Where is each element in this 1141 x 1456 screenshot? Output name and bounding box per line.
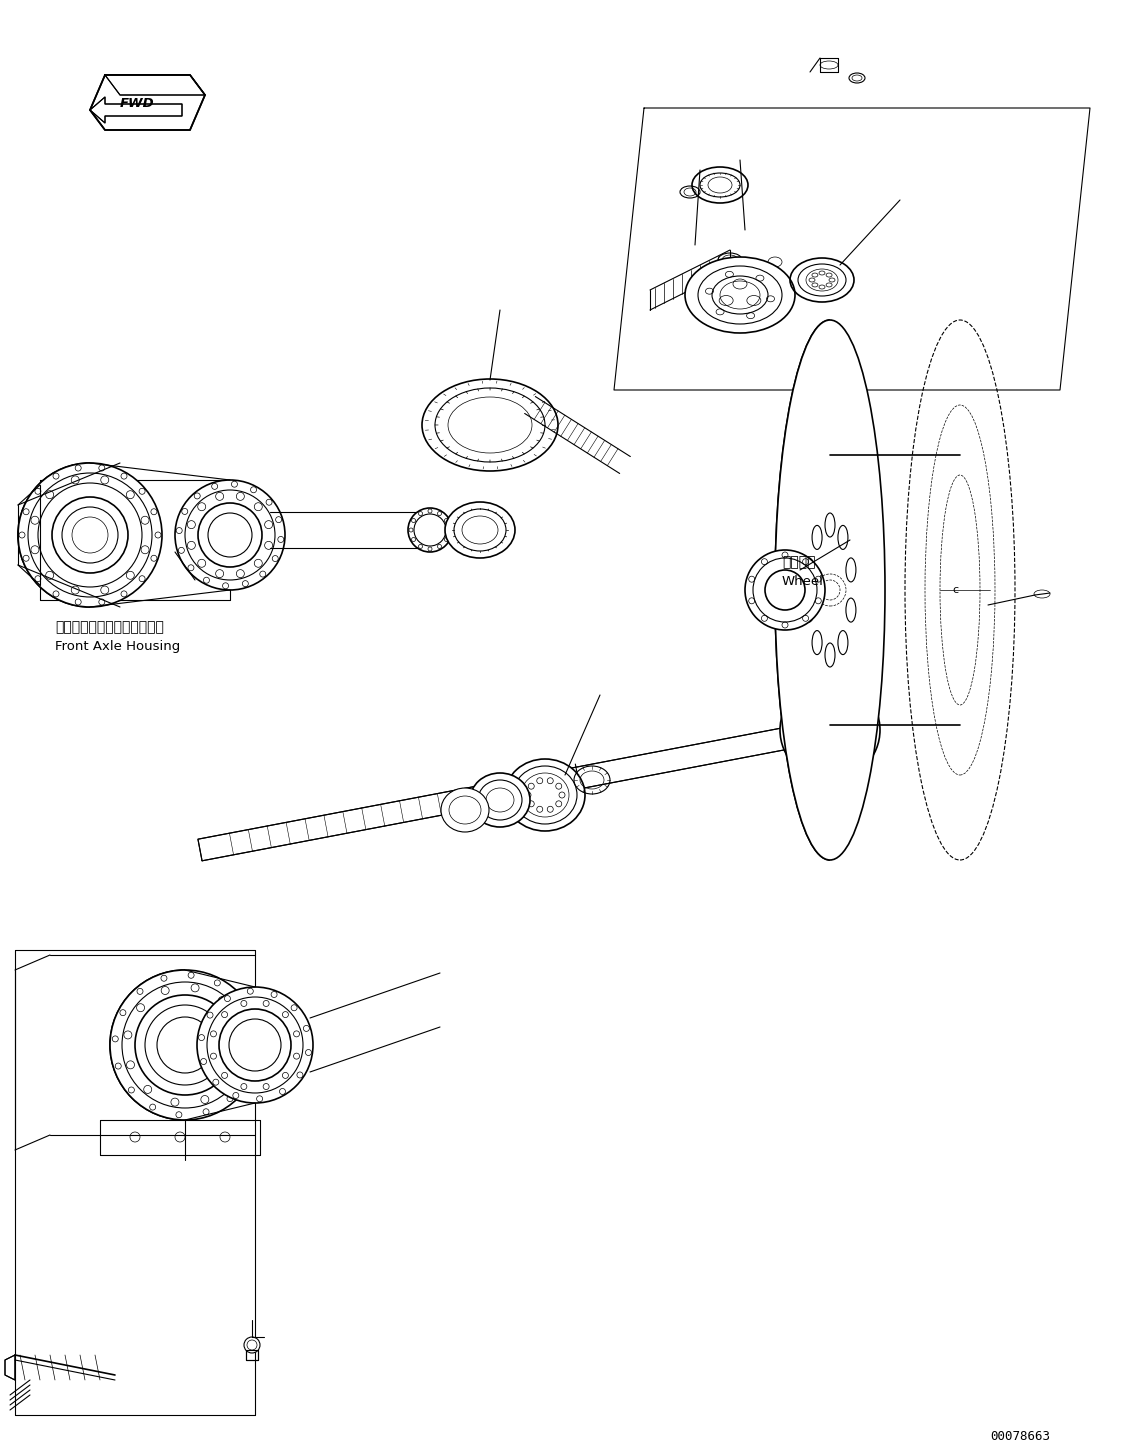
Polygon shape xyxy=(90,76,205,130)
Polygon shape xyxy=(90,98,183,122)
Ellipse shape xyxy=(685,258,795,333)
Polygon shape xyxy=(246,1350,258,1360)
Ellipse shape xyxy=(197,987,313,1104)
Ellipse shape xyxy=(505,759,585,831)
Text: FWD: FWD xyxy=(120,98,155,111)
Ellipse shape xyxy=(408,508,452,552)
Ellipse shape xyxy=(244,1337,260,1353)
Ellipse shape xyxy=(775,320,885,860)
Polygon shape xyxy=(5,1356,15,1380)
Ellipse shape xyxy=(780,680,880,780)
Text: Wheel: Wheel xyxy=(782,575,824,588)
Ellipse shape xyxy=(110,970,260,1120)
Polygon shape xyxy=(197,719,832,860)
Polygon shape xyxy=(105,76,205,95)
Ellipse shape xyxy=(18,463,162,607)
Ellipse shape xyxy=(445,502,515,558)
Text: フロントアクスルハウジング: フロントアクスルハウジング xyxy=(55,620,164,633)
Text: 00078663: 00078663 xyxy=(990,1430,1050,1443)
Ellipse shape xyxy=(745,550,825,630)
Ellipse shape xyxy=(442,788,489,831)
Text: ホイール: ホイール xyxy=(782,555,816,569)
Text: Front Axle Housing: Front Axle Housing xyxy=(55,641,180,652)
Ellipse shape xyxy=(175,480,285,590)
Ellipse shape xyxy=(422,379,558,470)
Ellipse shape xyxy=(470,773,531,827)
Text: c: c xyxy=(952,585,958,596)
